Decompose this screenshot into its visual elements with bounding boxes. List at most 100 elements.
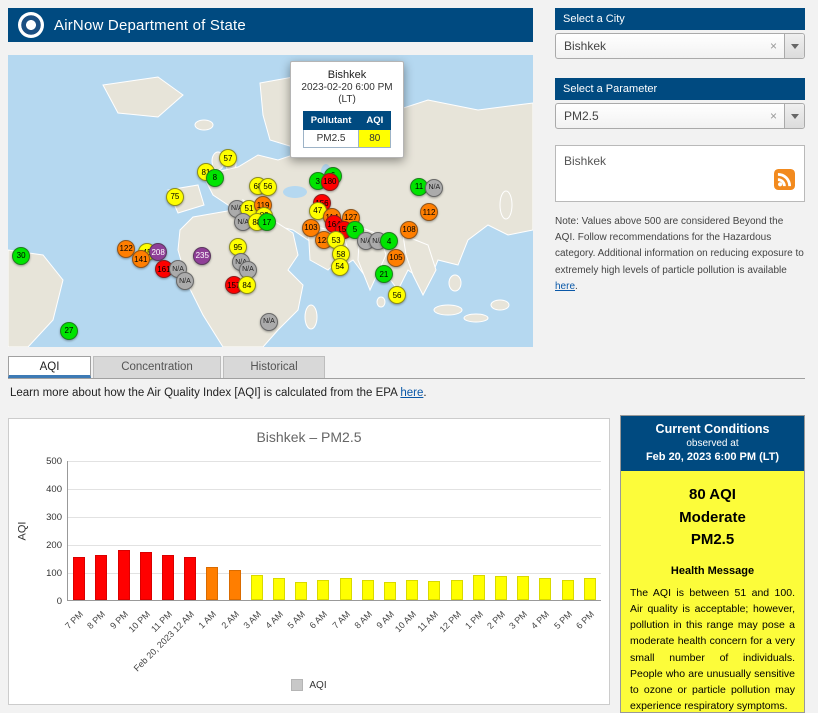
map-marker[interactable]: 57 (218, 149, 237, 168)
sidebar-note-text: Note: Values above 500 are considered Be… (555, 216, 804, 276)
chart-bar[interactable] (472, 575, 485, 600)
chart-bar[interactable] (228, 570, 241, 600)
chart-bar[interactable] (95, 555, 108, 600)
map-marker[interactable]: 8 (205, 168, 224, 187)
map-marker[interactable]: 21 (374, 265, 393, 283)
chart-bar[interactable] (139, 551, 152, 600)
tab-concentration[interactable]: Concentration (93, 356, 221, 378)
observed-datetime: Feb 20, 2023 6:00 PM (LT) (645, 451, 780, 463)
tab-aqi[interactable]: AQI (8, 356, 91, 378)
map-marker[interactable]: N/A (259, 312, 278, 331)
chart-bar[interactable] (384, 581, 397, 600)
map-marker[interactable]: 122 (117, 239, 136, 258)
map-marker[interactable]: 180 (320, 172, 339, 191)
chart-bar[interactable] (339, 578, 352, 600)
chart-bar[interactable] (406, 579, 419, 600)
map-marker[interactable]: 4 (380, 232, 399, 250)
map-marker[interactable]: 105 (386, 248, 405, 267)
y-tick-label: 400 (46, 484, 62, 495)
chart-bar[interactable] (206, 567, 219, 600)
popup-col-pollutant: Pollutant (302, 111, 360, 130)
gridline (68, 572, 601, 574)
chart-bar[interactable] (450, 579, 463, 600)
chart-x-labels: 7 PM 8 PM 9 PM 10 PM 11 PM Feb 20, 2023 12 AM… (63, 603, 601, 673)
map-marker[interactable]: 27 (59, 321, 78, 340)
chart-legend: AQI (9, 679, 609, 691)
chart-bar[interactable] (317, 579, 330, 600)
sidebar-note: Note: Values above 500 are considered Be… (555, 216, 804, 292)
city-select-value: Bishkek (564, 39, 607, 53)
chart-bar[interactable] (361, 579, 374, 600)
chart-bar[interactable] (117, 549, 130, 600)
chart-bar[interactable] (73, 556, 86, 600)
rss-box: Bishkek (555, 145, 805, 202)
y-tick-label: 100 (46, 568, 62, 579)
map-markers: 578187568566318011N/A112N/A5111982N/A881… (8, 55, 533, 347)
app-header: AirNow Department of State (8, 8, 533, 42)
sidebar-note-here-link[interactable]: here (555, 280, 576, 292)
map-marker[interactable]: 208 (149, 243, 168, 262)
health-message-text: The AQI is between 51 and 100. Air quali… (630, 586, 795, 713)
aqi-world-map[interactable]: 578187568566318011N/A112N/A5111982N/A881… (8, 55, 533, 347)
current-conditions-title: Current Conditions (655, 422, 770, 436)
select-parameter-header: Select a Parameter (555, 78, 805, 100)
y-tick-label: 300 (46, 512, 62, 523)
chart-bar[interactable] (539, 577, 552, 600)
legend-swatch-icon (291, 679, 304, 691)
map-marker[interactable]: 17 (257, 213, 276, 232)
city-select[interactable]: Bishkek × (555, 33, 805, 59)
chart-bar[interactable] (161, 555, 174, 600)
map-popup: Bishkek 2023-02-20 6:00 PM (LT) Pollutan… (290, 61, 404, 158)
y-tick-label: 0 (56, 596, 62, 607)
city-chevron-down-icon[interactable] (784, 34, 804, 58)
map-marker[interactable]: N/A (425, 178, 444, 197)
rss-feed-icon[interactable] (774, 169, 795, 193)
city-clear-icon[interactable]: × (769, 39, 777, 53)
map-marker[interactable]: 54 (330, 257, 349, 276)
current-conditions-body: 80 AQI Moderate PM2.5 Health Message The… (621, 471, 804, 713)
current-pollutant: PM2.5 (690, 531, 735, 548)
chart-panel: Bishkek – PM2.5 AQI 0 100 200 300 400 500 7 P… (8, 418, 610, 705)
chart-y-axis-label: AQI (16, 521, 29, 541)
map-marker[interactable]: 235 (193, 246, 212, 265)
parameter-clear-icon[interactable]: × (769, 109, 777, 123)
popup-city: Bishkek (327, 69, 367, 81)
chart-bar[interactable] (272, 577, 285, 600)
map-marker[interactable]: 141 (131, 250, 150, 269)
map-marker[interactable]: N/A (175, 272, 194, 290)
map-marker[interactable]: 84 (237, 276, 256, 295)
chart-bar[interactable] (428, 580, 441, 600)
y-tick-label: 500 (46, 456, 62, 467)
gridline (68, 488, 601, 490)
parameter-chevron-down-icon[interactable] (784, 104, 804, 128)
map-marker[interactable]: 56 (258, 177, 277, 196)
current-aqi-value: 80 AQI (689, 486, 736, 503)
popup-aqi-value: 80 (358, 129, 392, 148)
view-tabs: AQI Concentration Historical (8, 356, 805, 379)
map-marker[interactable]: 112 (420, 203, 439, 222)
chart-bar[interactable] (295, 581, 308, 600)
learn-more-here-link[interactable]: here (400, 387, 424, 399)
map-marker[interactable]: 108 (400, 220, 419, 239)
chart-bar[interactable] (495, 576, 508, 600)
map-marker[interactable]: 75 (165, 187, 184, 206)
sidebar: Select a City Bishkek × Select a Paramet… (555, 8, 805, 295)
map-marker[interactable]: 56 (388, 286, 407, 305)
chart-bar[interactable] (517, 576, 530, 600)
chart-bar[interactable] (583, 577, 596, 600)
learn-more-text: Learn more about how the Air Quality Ind… (10, 387, 427, 399)
popup-col-aqi: AQI (358, 111, 392, 130)
parameter-select[interactable]: PM2.5 × (555, 103, 805, 129)
chart-bar[interactable] (184, 556, 197, 600)
popup-table: Pollutant AQI PM2.5 80 (302, 111, 392, 148)
health-message-heading: Health Message (670, 564, 755, 577)
map-marker[interactable]: 30 (12, 246, 31, 265)
select-city-header: Select a City (555, 8, 805, 30)
current-conditions-header: Current Conditions observed at Feb 20, 2… (621, 416, 804, 471)
chart-bar[interactable] (561, 579, 574, 600)
tab-historical[interactable]: Historical (223, 356, 325, 378)
popup-pollutant-value: PM2.5 (302, 129, 360, 148)
map-marker[interactable]: 103 (301, 218, 320, 237)
chart-bar[interactable] (250, 575, 263, 600)
y-tick-label: 200 (46, 540, 62, 551)
